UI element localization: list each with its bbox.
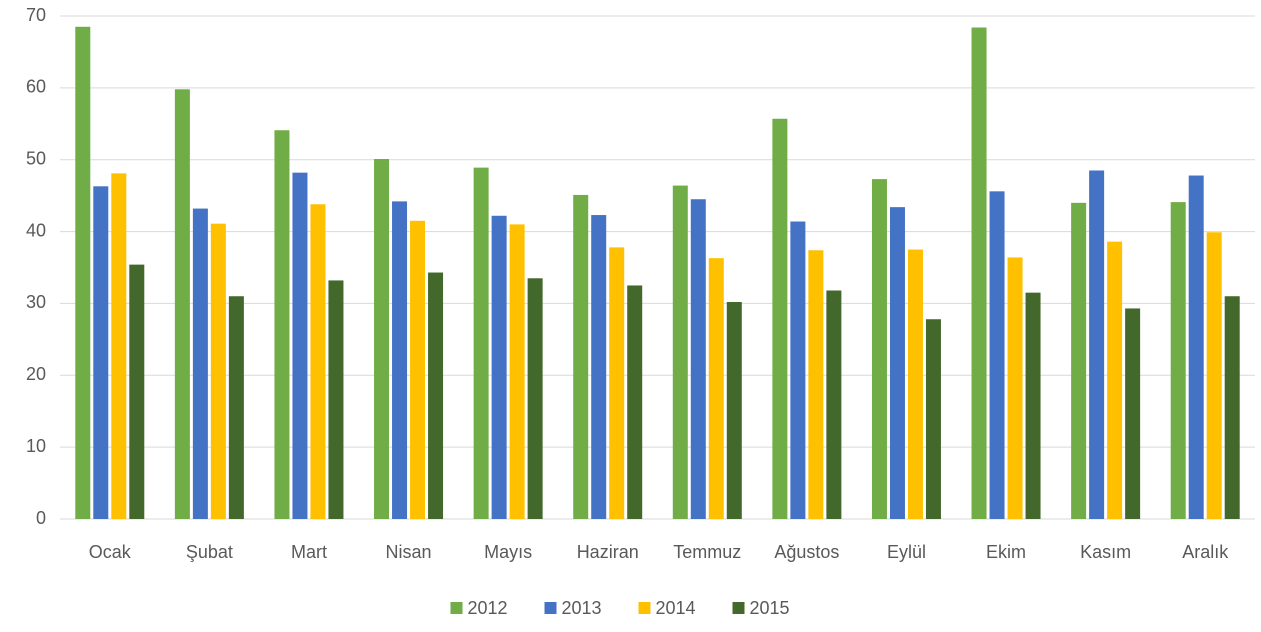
legend-swatch [732,602,745,614]
y-tick-label: 70 [26,5,46,25]
bar [591,215,607,519]
bar [410,220,426,520]
bar [808,250,824,520]
bar [989,191,1005,519]
bar [708,258,724,519]
bar [1125,308,1141,519]
bar [1224,296,1240,519]
bar [690,199,706,519]
bar [871,179,887,519]
bar [772,118,788,520]
bar [1089,170,1105,519]
bar [1025,292,1041,519]
x-tick-label: Ağustos [774,542,839,562]
bar [328,280,344,519]
bar [111,173,127,520]
x-tick-label: Mayıs [484,542,532,562]
bar [491,215,507,519]
bar [292,172,308,520]
bar [1107,241,1123,520]
x-tick-label: Mart [291,542,327,562]
x-tick-label: Ekim [986,542,1026,562]
bar [192,208,208,519]
bar [274,130,290,519]
bar [527,278,543,519]
bar [374,158,390,519]
bar [826,290,842,519]
bar [627,285,643,519]
bar [609,247,625,519]
bar [1071,202,1087,520]
y-tick-label: 30 [26,292,46,312]
x-tick-label: Kasım [1080,542,1131,562]
y-tick-label: 60 [26,77,46,97]
x-tick-label: Haziran [577,542,639,562]
x-tick-label: Eylül [887,542,926,562]
y-tick-label: 50 [26,148,46,168]
legend-swatch [544,602,557,614]
legend-swatch [450,602,463,614]
y-tick-label: 0 [36,508,46,528]
x-tick-label: Ocak [89,542,132,562]
bar [310,204,326,519]
x-tick-label: Nisan [386,542,432,562]
bar [174,89,190,520]
legend-label: 2015 [750,598,790,618]
bar [210,223,226,519]
bar [790,221,806,520]
bar [129,264,145,519]
bar [889,207,905,519]
bar [228,296,244,519]
bar [93,186,109,519]
bar [925,319,941,519]
bar [428,272,444,519]
bar [1170,202,1186,520]
bar [1007,257,1023,519]
legend-label: 2012 [468,598,508,618]
bar [573,194,589,519]
bar [907,249,923,520]
legend-swatch [638,602,651,614]
legend-label: 2013 [562,598,602,618]
bar [971,27,987,520]
bar [1188,175,1204,519]
bar [75,26,91,520]
x-tick-label: Şubat [186,542,233,562]
bar [1206,232,1222,520]
x-tick-label: Aralık [1182,542,1229,562]
legend-label: 2014 [656,598,696,618]
bar [509,224,525,519]
bar [672,185,688,519]
bar [473,167,489,519]
y-tick-label: 10 [26,436,46,456]
bar [392,201,408,520]
x-tick-label: Temmuz [673,542,741,562]
y-tick-label: 20 [26,364,46,384]
bar [726,301,742,519]
y-tick-label: 40 [26,220,46,240]
